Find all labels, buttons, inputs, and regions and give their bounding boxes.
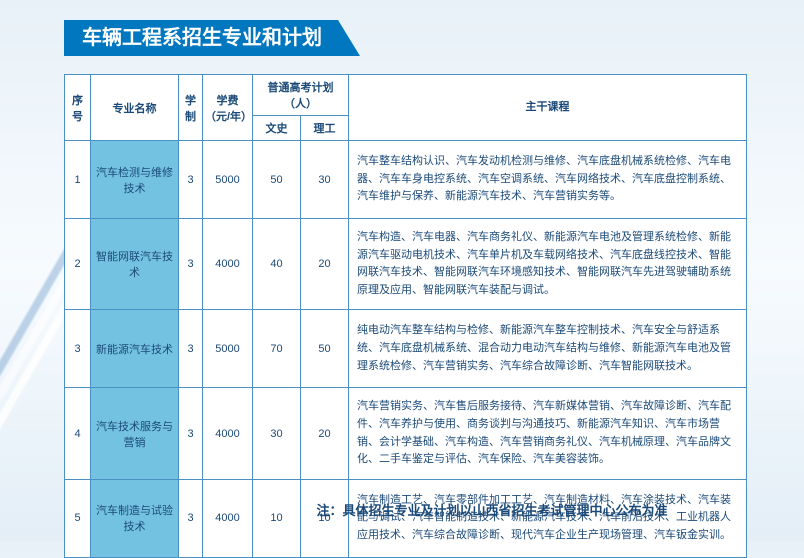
table-row: 1汽车检测与维修技术350005030汽车整车结构认识、汽车发动机检测与维修、汽… <box>65 141 747 219</box>
cell-system: 3 <box>179 219 203 310</box>
admissions-table: 序号 专业名称 学制 学费（元/年） 普通高考计划（人） 主干课程 文史 理工 … <box>64 74 747 558</box>
th-courses: 主干课程 <box>349 75 747 141</box>
cell-major: 汽车技术服务与营销 <box>91 388 179 479</box>
th-wenshi: 文史 <box>253 116 301 141</box>
cell-tuition: 4000 <box>203 219 253 310</box>
cell-seq: 2 <box>65 219 91 310</box>
cell-ligong: 20 <box>301 388 349 479</box>
cell-seq: 5 <box>65 479 91 557</box>
cell-courses: 汽车构造、汽车电器、汽车商务礼仪、新能源汽车电池及管理系统检修、新能源汽车驱动电… <box>349 219 747 310</box>
cell-seq: 3 <box>65 310 91 388</box>
cell-ligong: 30 <box>301 141 349 219</box>
cell-wenshi: 30 <box>253 388 301 479</box>
cell-courses: 汽车营销实务、汽车售后服务接待、汽车新媒体营销、汽车故障诊断、汽车配件、汽车养护… <box>349 388 747 479</box>
footnote: 注：具体招生专业及计划以山西省招生考试管理中心公布为准 <box>240 500 744 519</box>
cell-tuition: 5000 <box>203 141 253 219</box>
cell-seq: 4 <box>65 388 91 479</box>
table-row: 3新能源汽车技术350007050纯电动汽车整车结构与检修、新能源汽车整车控制技… <box>65 310 747 388</box>
table-row: 2智能网联汽车技术340004020汽车构造、汽车电器、汽车商务礼仪、新能源汽车… <box>65 219 747 310</box>
cell-wenshi: 70 <box>253 310 301 388</box>
cell-wenshi: 40 <box>253 219 301 310</box>
cell-system: 3 <box>179 310 203 388</box>
cell-major: 汽车检测与维修技术 <box>91 141 179 219</box>
th-tuition: 学费（元/年） <box>203 75 253 141</box>
cell-system: 3 <box>179 141 203 219</box>
page-title-banner: 车辆工程系招生专业和计划 <box>64 20 360 56</box>
cell-system: 3 <box>179 388 203 479</box>
cell-courses: 纯电动汽车整车结构与检修、新能源汽车整车控制技术、汽车安全与舒适系统、汽车底盘机… <box>349 310 747 388</box>
cell-major: 汽车制造与试验技术 <box>91 479 179 557</box>
th-system: 学制 <box>179 75 203 141</box>
cell-wenshi: 50 <box>253 141 301 219</box>
cell-seq: 1 <box>65 141 91 219</box>
th-plan-group: 普通高考计划（人） <box>253 75 349 116</box>
cell-ligong: 20 <box>301 219 349 310</box>
cell-ligong: 50 <box>301 310 349 388</box>
cell-system: 3 <box>179 479 203 557</box>
cell-tuition: 5000 <box>203 310 253 388</box>
cell-major: 智能网联汽车技术 <box>91 219 179 310</box>
cell-tuition: 4000 <box>203 388 253 479</box>
table-row: 4汽车技术服务与营销340003020汽车营销实务、汽车售后服务接待、汽车新媒体… <box>65 388 747 479</box>
th-major: 专业名称 <box>91 75 179 141</box>
table-body: 1汽车检测与维修技术350005030汽车整车结构认识、汽车发动机检测与维修、汽… <box>65 141 747 558</box>
cell-courses: 汽车整车结构认识、汽车发动机检测与维修、汽车底盘机械系统检修、汽车电器、汽车车身… <box>349 141 747 219</box>
th-seq: 序号 <box>65 75 91 141</box>
th-ligong: 理工 <box>301 116 349 141</box>
cell-major: 新能源汽车技术 <box>91 310 179 388</box>
